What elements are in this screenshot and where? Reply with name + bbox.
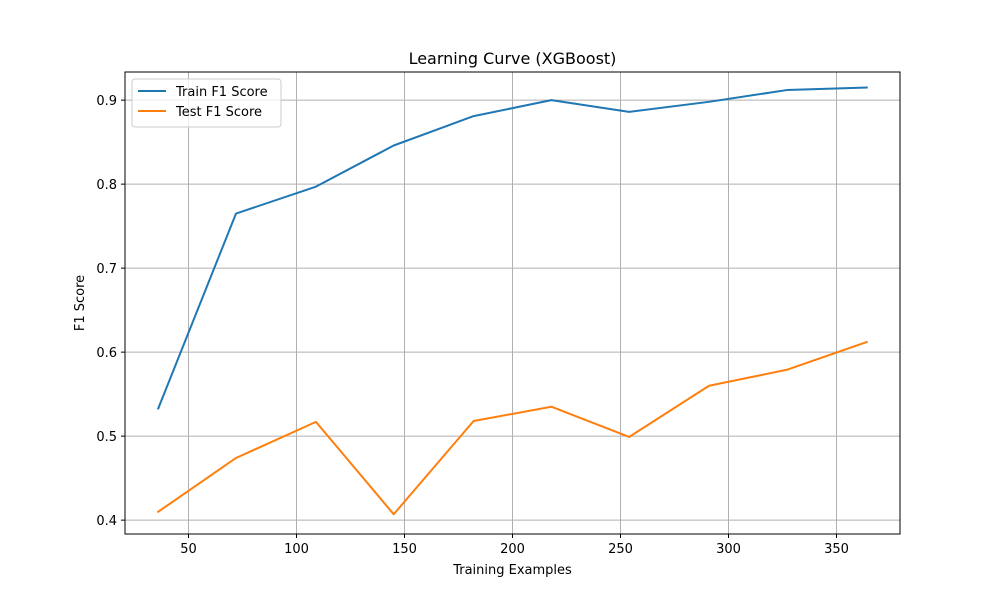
y-tick-label: 0.8 — [96, 178, 117, 193]
chart-title: Learning Curve (XGBoost) — [409, 49, 617, 68]
y-tick-label: 0.6 — [96, 346, 117, 361]
series-layer — [156, 86, 869, 516]
x-tick-label: 350 — [824, 542, 849, 557]
y-axis-ticks: 0.4 0.5 0.6 0.7 0.8 0.9 — [96, 94, 125, 529]
x-tick-label: 250 — [608, 542, 633, 557]
x-axis-label: Training Examples — [452, 563, 572, 578]
x-tick-label: 100 — [284, 542, 309, 557]
y-axis-label: F1 Score — [73, 275, 88, 331]
x-tick-label: 150 — [392, 542, 417, 557]
y-tick-label: 0.4 — [96, 514, 117, 529]
legend-box — [131, 78, 282, 128]
y-tick-label: 0.5 — [96, 430, 117, 445]
legend-label-test: Test F1 Score — [175, 105, 262, 120]
x-tick-label: 200 — [500, 542, 525, 557]
legend-label-train: Train F1 Score — [175, 85, 268, 100]
y-tick-label: 0.9 — [96, 94, 117, 109]
y-tick-label: 0.7 — [96, 262, 117, 277]
x-grid — [188, 72, 837, 534]
series-line-train — [156, 86, 868, 410]
x-axis-ticks: 50 100 150 200 250 300 350 — [180, 534, 849, 557]
legend: Train F1 Score Test F1 Score — [131, 78, 282, 128]
x-tick-label: 300 — [716, 542, 741, 557]
x-tick-label: 50 — [180, 542, 197, 557]
series-line-test — [156, 340, 869, 516]
